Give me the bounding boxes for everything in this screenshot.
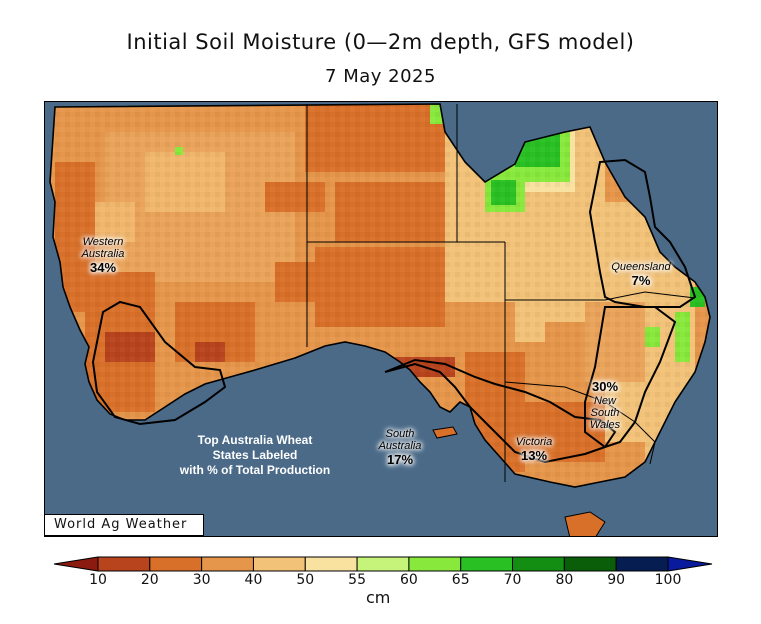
colorbar-arrow-high (667, 556, 713, 572)
state-label-south-australia: South Australia 17% (378, 428, 422, 467)
credit-box: World Ag Weather (44, 514, 204, 536)
colorbar-swatch (615, 556, 669, 572)
colorbar-swatch (304, 556, 358, 572)
australia-map-svg (45, 102, 717, 536)
colorbar-tick-label: 90 (607, 572, 626, 588)
colorbar-swatch (460, 556, 514, 572)
colorbar-tick-label: 80 (555, 572, 574, 588)
state-label-queensland: Queensland 7% (611, 261, 671, 288)
colorbar-tick-label: 65 (451, 572, 470, 588)
colorbar-tick-label: 70 (503, 572, 522, 588)
colorbar-arrow-low (53, 556, 99, 572)
kangaroo-island (432, 426, 458, 439)
wheat-region-outlines (91, 158, 697, 464)
map-title: Initial Soil Moisture (0—2m depth, GFS m… (126, 30, 635, 54)
colorbar-tick-label: 10 (89, 572, 107, 588)
colorbar-tick-label: 40 (244, 572, 263, 588)
state-label-victoria: Victoria 13% (515, 436, 553, 463)
colorbar-swatch (252, 556, 306, 572)
colorbar-swatch (97, 556, 151, 572)
state-borders (306, 104, 696, 482)
colorbar-swatch (201, 556, 254, 572)
state-label-western-australia: Western Australia 34% (81, 236, 125, 275)
map-note: Top Australia Wheat States Labeled with … (179, 433, 331, 477)
colorbar-swatch (563, 556, 617, 572)
colorbar-tick-label: 100 (654, 572, 682, 588)
colorbar-swatch (512, 556, 565, 572)
colorbar (53, 556, 713, 572)
colorbar-units: cm (366, 588, 391, 607)
colorbar-swatch (356, 556, 410, 572)
tasmania (564, 511, 606, 536)
colorbar-tick-label: 60 (399, 572, 418, 588)
soil-moisture-map (44, 101, 718, 537)
colorbar-tick-label: 50 (296, 572, 315, 588)
colorbar-tick-label: 30 (192, 572, 211, 588)
colorbar-swatch (408, 556, 462, 572)
map-date: 7 May 2025 (325, 66, 436, 87)
colorbar-tick-label: 20 (140, 572, 159, 588)
colorbar-tick-label: 55 (348, 572, 366, 588)
state-label-new-south-wales: 30% New South Wales (589, 379, 621, 431)
colorbar-swatch (149, 556, 203, 572)
